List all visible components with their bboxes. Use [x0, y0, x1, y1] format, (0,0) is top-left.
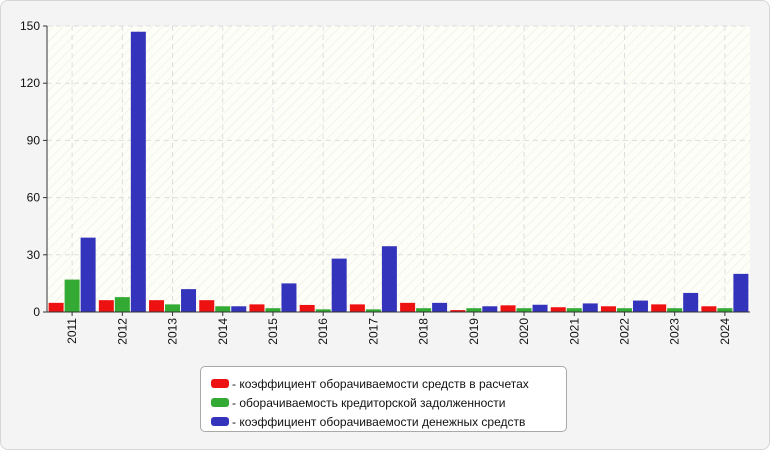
bar-2013-series-3 [181, 289, 197, 312]
bar-2013-series-2 [165, 304, 181, 312]
bar-2014-series-3 [231, 306, 247, 312]
x-tick-label: 2018 [417, 318, 431, 345]
bar-2018-series-2 [416, 308, 432, 312]
bar-2024-series-1 [701, 306, 717, 312]
bar-2023-series-3 [683, 292, 699, 312]
legend-label: - коэффициент оборачиваемости средств в … [232, 376, 529, 391]
bar-2018-series-3 [432, 302, 448, 312]
legend-label: - оборачиваемость кредиторской задолженн… [232, 395, 506, 410]
bar-2021-series-3 [582, 303, 598, 312]
x-tick-label: 2021 [567, 318, 581, 345]
bar-2023-series-2 [667, 308, 683, 312]
legend-swatch-red [211, 379, 229, 388]
legend-item-calc-turnover: - коэффициент оборачиваемости средств в … [211, 374, 566, 393]
legend-item-cash-turnover: - коэффициент оборачиваемости денежных с… [211, 412, 566, 431]
bar-2015-series-1 [249, 304, 265, 312]
bars [48, 31, 749, 312]
x-axis-ticks: 2011 2012 2013 2014 2015 2016 2017 2018 2019 2020… [65, 312, 732, 345]
bar-2024-series-3 [733, 273, 749, 312]
x-tick-label: 2024 [718, 318, 732, 345]
x-tick-label: 2023 [668, 318, 682, 345]
bar-2016-series-2 [315, 309, 331, 312]
bar-2017-series-3 [381, 246, 397, 312]
bar-2024-series-2 [717, 308, 733, 312]
bar-2011-series-3 [80, 237, 96, 312]
bar-2020-series-2 [516, 308, 532, 312]
bar-2011-series-2 [64, 279, 80, 312]
legend-label: - коэффициент оборачиваемости денежных с… [232, 414, 526, 429]
gridlines [47, 25, 750, 312]
y-tick-label: 150 [20, 19, 40, 33]
x-tick-label: 2019 [467, 318, 481, 345]
x-tick-label: 2017 [366, 318, 380, 345]
y-tick-label: 0 [33, 305, 40, 319]
bar-2022-series-1 [600, 306, 616, 312]
bar-2012-series-2 [114, 297, 130, 312]
x-tick-label: 2022 [617, 318, 631, 345]
x-tick-label: 2015 [266, 318, 280, 345]
bar-2020-series-1 [500, 305, 516, 312]
y-axis-ticks: 0 30 60 90 120 150 [20, 19, 47, 319]
x-tick-label: 2020 [517, 318, 531, 345]
bar-2019-series-1 [450, 310, 466, 312]
legend: - коэффициент оборачиваемости средств в … [200, 366, 567, 432]
plot-area-hatch [47, 26, 750, 312]
x-tick-label: 2016 [316, 318, 330, 345]
bar-2021-series-1 [550, 307, 566, 312]
x-tick-label: 2014 [216, 318, 230, 345]
bar-2022-series-3 [632, 300, 648, 312]
y-tick-label: 60 [27, 191, 41, 205]
bar-2022-series-2 [616, 308, 632, 312]
x-tick-label: 2012 [115, 318, 129, 345]
y-tick-label: 90 [27, 133, 41, 147]
bar-2016-series-3 [331, 258, 347, 312]
bar-2020-series-3 [532, 304, 548, 312]
y-tick-label: 120 [20, 76, 40, 90]
legend-item-payables-turnover: - оборачиваемость кредиторской задолженн… [211, 393, 566, 412]
bar-2018-series-1 [400, 302, 416, 312]
bar-2015-series-3 [281, 283, 297, 312]
legend-swatch-green [211, 398, 229, 407]
x-tick-label: 2013 [166, 318, 180, 345]
bar-2015-series-2 [265, 308, 281, 312]
bar-2013-series-1 [149, 300, 165, 312]
bar-2014-series-1 [199, 300, 215, 312]
bar-2019-series-3 [482, 306, 498, 312]
bar-2017-series-2 [365, 309, 381, 312]
bar-2016-series-1 [299, 304, 315, 312]
bar-2021-series-2 [566, 308, 582, 312]
bar-2012-series-1 [98, 300, 114, 312]
legend-swatch-blue [211, 417, 229, 426]
bar-2012-series-3 [130, 31, 146, 312]
y-tick-label: 30 [27, 248, 41, 262]
bar-2023-series-1 [651, 304, 667, 312]
bar-2017-series-1 [349, 304, 365, 312]
bar-2014-series-2 [215, 306, 231, 312]
x-tick-label: 2011 [65, 318, 79, 344]
bar-2019-series-2 [466, 308, 482, 312]
bar-2011-series-1 [48, 302, 64, 312]
